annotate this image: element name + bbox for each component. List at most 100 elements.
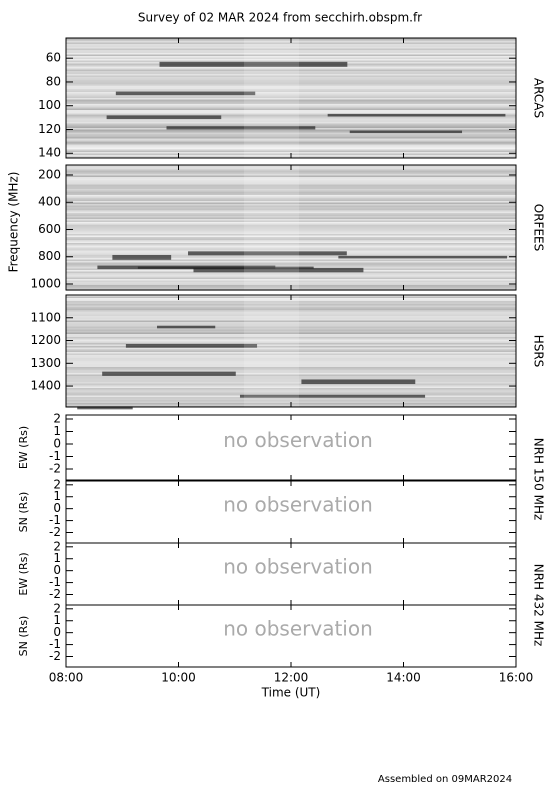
spectrogram-stripe: [66, 331, 516, 333]
spectrogram-stripe: [66, 202, 516, 204]
spectrogram-stripe: [66, 346, 516, 348]
spectrogram-stripe: [66, 383, 516, 385]
y-tick-label: 800: [38, 249, 61, 263]
spectrogram-stripe: [66, 81, 516, 83]
x-axis-label: Time (UT): [261, 686, 321, 700]
spectrogram-stripe: [66, 259, 516, 261]
spectrogram-stripe: [66, 264, 516, 266]
spectrogram-stripe: [66, 338, 516, 340]
spectrogram-stripe: [66, 389, 516, 391]
spectrogram-stripe: [66, 367, 516, 369]
spectrogram-band: [244, 165, 299, 290]
spectrogram-stripe: [66, 304, 516, 306]
y-tick-label: 0: [53, 563, 61, 577]
spectrogram-stripe: [66, 119, 516, 121]
y-tick-label: 120: [38, 122, 61, 136]
spectrogram-stripe: [66, 322, 516, 324]
spectrogram-stripe: [66, 244, 516, 246]
spectrogram-stripe: [66, 181, 516, 183]
y-tick-label: 1200: [30, 333, 61, 347]
spectrogram-stripe: [66, 57, 516, 59]
spectrogram-stripe: [66, 231, 516, 233]
spectrogram-stripe: [66, 364, 516, 366]
spectrogram-stripe: [66, 44, 516, 46]
spectrogram-stripe: [66, 343, 516, 345]
y-axis-label: Frequency (MHz): [7, 172, 21, 273]
x-tick-label: 12:00: [274, 671, 309, 685]
y-axis-label: EW (Rs): [17, 552, 30, 595]
y-tick-label: 0: [53, 625, 61, 639]
spectrogram-stripe: [66, 349, 516, 351]
spectrogram-stripe: [66, 214, 516, 216]
spectrogram-stripe: [66, 53, 516, 55]
spectrogram-stripe: [66, 273, 516, 275]
spectrogram-stripe: [66, 279, 516, 281]
spectrogram-stripe: [66, 207, 516, 209]
spectrogram-stripe: [66, 132, 516, 134]
spectrogram-stripe: [66, 198, 516, 200]
spectrogram-stripe: [66, 190, 516, 192]
annotation: no observation: [223, 617, 373, 641]
spectrogram-stripe: [66, 370, 516, 372]
spectrogram-stripe: [66, 350, 516, 352]
spectrogram-stripe: [66, 149, 516, 151]
spectrogram-stripe: [66, 313, 516, 315]
spectrogram-stripe: [66, 54, 516, 56]
y-tick-label: 0: [53, 501, 61, 515]
spectrogram-stripe: [66, 74, 516, 76]
spectrogram-stripe: [66, 107, 516, 109]
spectrogram-stripe: [66, 138, 516, 140]
spectrogram-stripe: [66, 261, 516, 263]
spectrogram-stripe: [66, 238, 516, 240]
spectrogram-stripe: [66, 89, 516, 91]
spectrogram-stripe: [66, 111, 516, 113]
panel-label: NRH 432 MHz: [532, 564, 546, 647]
spectrogram-stripe: [66, 316, 516, 318]
spectrogram-stripe: [66, 83, 516, 85]
spectrogram-stripe: [66, 226, 516, 228]
y-tick-label: 2: [53, 539, 61, 553]
spectrogram-stripe: [66, 123, 516, 125]
spectrogram-stripe: [66, 129, 516, 131]
spectrogram-stripe: [66, 282, 516, 284]
spectrogram-stripe: [66, 152, 516, 154]
spectrogram-stripe: [66, 174, 516, 176]
spectrogram-stripe: [66, 220, 516, 222]
spectrogram-stripe: [66, 80, 516, 82]
spectrogram-stripe: [66, 143, 516, 145]
spectrogram-stripe: [66, 358, 516, 360]
spectrogram-stripe: [66, 398, 516, 400]
y-tick-label: 600: [38, 222, 61, 236]
spectrogram-stripe: [66, 232, 516, 234]
spectrogram-stripe: [66, 262, 516, 264]
spectrogram-feature: [327, 113, 506, 117]
spectrogram-stripe: [66, 228, 516, 230]
spectrogram-stripe: [66, 204, 516, 206]
spectrogram-stripe: [66, 146, 516, 148]
spectrogram-stripe: [66, 189, 516, 191]
spectrogram-stripe: [66, 178, 516, 180]
spectrogram-stripe: [66, 87, 516, 89]
spectrogram-stripe: [66, 377, 516, 379]
spectrogram-stripe: [66, 122, 516, 124]
y-axis-label: SN (Rs): [17, 616, 30, 657]
spectrogram-stripe: [66, 192, 516, 194]
spectrogram-stripe: [66, 180, 516, 182]
spectrogram-stripe: [66, 222, 516, 224]
spectrogram-stripe: [66, 48, 516, 50]
spectrogram-stripe: [66, 376, 516, 378]
spectrogram-stripe: [66, 374, 516, 376]
spectrogram-stripe: [66, 187, 516, 189]
spectrogram-stripe: [66, 353, 516, 355]
spectrogram-stripe: [66, 114, 516, 116]
spectrogram-feature: [159, 61, 348, 67]
spectrogram-stripe: [66, 201, 516, 203]
spectrogram-stripe: [66, 271, 516, 273]
spectrogram-stripe: [66, 382, 516, 384]
spectrogram-stripe: [66, 77, 516, 79]
spectrogram-stripe: [66, 397, 516, 399]
spectrogram-stripe: [66, 69, 516, 71]
y-tick-label: 140: [38, 146, 61, 160]
spectrogram-stripe: [66, 280, 516, 282]
spectrogram-stripe: [66, 96, 516, 98]
